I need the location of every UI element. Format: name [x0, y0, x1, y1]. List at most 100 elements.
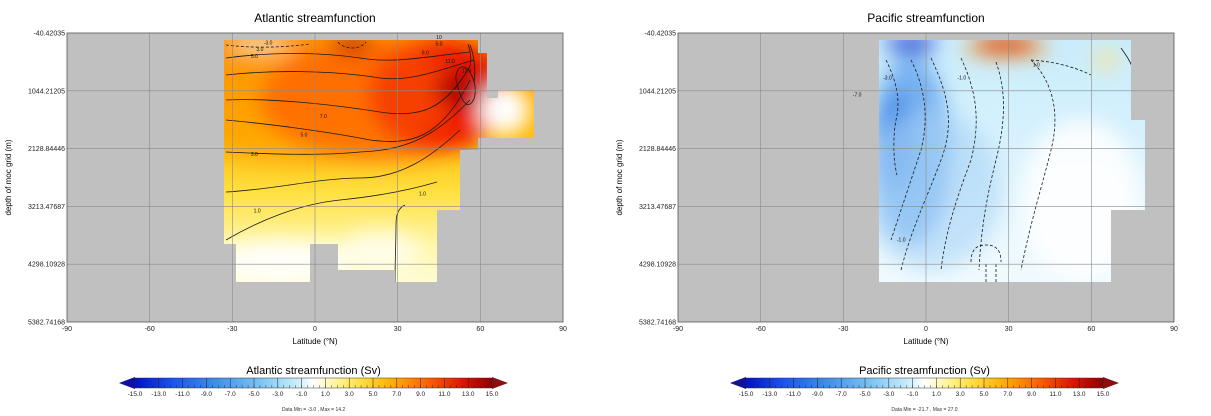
- contour-line: [225, 129, 461, 193]
- colorbar-tick-label: 9.0: [1027, 391, 1036, 398]
- colorbar-tick-label: -3.0: [883, 391, 895, 398]
- y-tick-label: -40.42035: [33, 31, 65, 38]
- colorbar-tick-label: 5.0: [368, 391, 377, 398]
- x-axis-label: Latitude (°N): [293, 337, 338, 346]
- colorbar-tick-label: -9.0: [201, 391, 213, 398]
- y-tick-label: 4298.10928: [639, 262, 676, 269]
- contour-label: -7.0: [853, 92, 862, 98]
- colorbar-tick-label: -11.0: [786, 391, 801, 398]
- contour-lines: [885, 47, 1134, 282]
- colorbar-tick-label: 5.0: [979, 391, 988, 398]
- x-tick-label: -60: [756, 326, 766, 333]
- colorbar-tick-label: -13.0: [762, 391, 777, 398]
- contour-label: -3.0: [883, 75, 892, 81]
- contour-line: [467, 43, 472, 67]
- contour-line: [225, 79, 471, 142]
- y-axis-label: depth of moc grid (m): [4, 139, 13, 215]
- field-shading: [1021, 120, 1141, 280]
- field-shading: [886, 40, 936, 53]
- contour-label: 1.0: [1033, 63, 1040, 69]
- colorbar-tick-label: 15.0: [1097, 391, 1110, 398]
- contour-line-negative: [890, 59, 926, 241]
- contour-line: [225, 51, 471, 61]
- y-tick-label: 3213.47687: [639, 204, 676, 211]
- plot-frame: [66, 32, 564, 323]
- chart-title: Pacific streamfunction: [867, 11, 984, 25]
- field-shading: [230, 40, 290, 50]
- contour-line-negative: [1020, 59, 1056, 271]
- colorbar-tick-label: -7.0: [225, 391, 237, 398]
- field-shading: [879, 110, 1001, 270]
- y-tick-label: 5382.74168: [639, 320, 676, 327]
- x-tick-label: 30: [1005, 326, 1013, 333]
- colorbar-tick-label: -5.0: [248, 391, 260, 398]
- contour-line: [469, 44, 476, 83]
- grid: [678, 33, 1174, 322]
- colorbar-tick-label: -11.0: [175, 391, 190, 398]
- colorbar-tick-label: 3.0: [956, 391, 965, 398]
- contour-line-negative: [1030, 59, 1092, 76]
- field-shading: [332, 40, 372, 51]
- contour-line-negative: [978, 61, 1004, 271]
- contour-line-negative: [970, 244, 1002, 263]
- field-shading: [340, 230, 420, 270]
- colorbar-tick-label: -13.0: [151, 391, 166, 398]
- y-tick-label: 1044.21205: [28, 88, 65, 95]
- y-axis-label: depth of moc grid (m): [615, 139, 624, 215]
- contour-line: [225, 65, 471, 115]
- contour-label: 3.0: [256, 47, 263, 53]
- contour-line-negative: [885, 59, 899, 176]
- colorbar-tick-label: 3.0: [345, 391, 354, 398]
- colorbar-under-arrow: [730, 377, 746, 389]
- contour-line: [225, 59, 475, 80]
- field-shading: [961, 40, 1051, 58]
- contour-label: 5.0: [301, 132, 308, 138]
- data-min-max: Data Min = -21.7 , Max = 27.0: [891, 407, 957, 413]
- streamfunction-field: [879, 40, 1145, 282]
- colorbar-tick-label: -1.0: [296, 391, 308, 398]
- contour-line-negative: [940, 57, 977, 271]
- colorbar-tick-label: -3.0: [272, 391, 284, 398]
- contour-label: 7.0: [320, 114, 327, 120]
- contour-label: -1.0: [897, 237, 906, 243]
- contour-line-negative: [225, 43, 311, 48]
- contour-line-negative: [337, 41, 367, 49]
- contour-line-negative: [900, 57, 949, 271]
- contour-line: [225, 181, 438, 241]
- y-tick-label: 1044.21205: [639, 88, 676, 95]
- plot-frame: [677, 32, 1175, 323]
- field-shading: [1096, 50, 1116, 70]
- colorbar-tick-label: 1.0: [321, 391, 330, 398]
- x-tick-label: 30: [394, 326, 402, 333]
- contour-label: 10: [436, 35, 442, 41]
- x-tick-label: 90: [559, 326, 567, 333]
- grid: [67, 33, 563, 322]
- colorbar-tick-label: 1.0: [932, 391, 941, 398]
- colorbar-title: Pacific streamfunction (Sv): [859, 365, 990, 377]
- contour-label: 9.0: [422, 50, 429, 56]
- colorbar-under-arrow: [119, 377, 135, 389]
- field-shading: [435, 70, 485, 110]
- x-tick-label: -30: [838, 326, 848, 333]
- colorbar-tick-label: 13.0: [462, 391, 475, 398]
- colorbar-over-arrow: [492, 377, 508, 389]
- colorbar-tick-label: 11.0: [1049, 391, 1062, 398]
- colorbar-tick-label: 7.0: [1003, 391, 1012, 398]
- contour-line: [455, 66, 476, 106]
- contour-lines: [225, 41, 476, 282]
- x-tick-label: -30: [227, 326, 237, 333]
- contour-label: -1.0: [958, 75, 967, 81]
- contour-label: 1.0: [254, 209, 261, 215]
- x-tick-label: -90: [673, 326, 683, 333]
- colorbar-tick-label: -9.0: [812, 391, 824, 398]
- x-tick-label: 0: [924, 326, 928, 333]
- y-tick-label: -40.42035: [644, 31, 676, 38]
- atlantic-chart: Atlantic streamfunction-3.03.05.05.09.01…: [4, 11, 567, 413]
- colorbar-tick-label: -15.0: [739, 391, 754, 398]
- colorbar-tick-label: -15.0: [128, 391, 143, 398]
- colorbar-tick-label: -7.0: [836, 391, 848, 398]
- colorbar-tick-label: -5.0: [859, 391, 871, 398]
- contour-line-negative: [985, 262, 997, 282]
- y-tick-label: 2128.84446: [28, 146, 65, 153]
- x-axis-label: Latitude (°N): [904, 337, 949, 346]
